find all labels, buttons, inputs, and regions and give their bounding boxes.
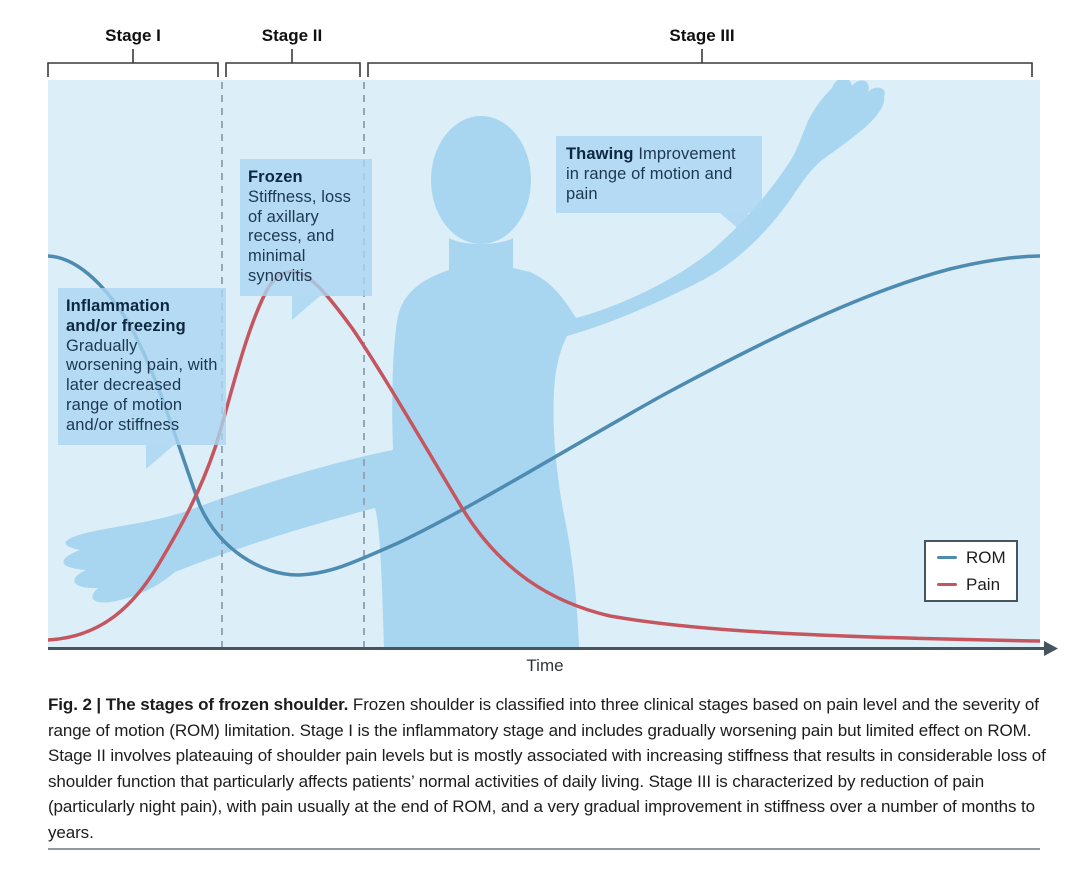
stage-3-label: Stage III bbox=[669, 26, 735, 45]
time-axis-arrow-icon bbox=[1044, 641, 1058, 656]
caption-fig-label: Fig. 2 | bbox=[48, 695, 106, 714]
time-axis-label: Time bbox=[526, 656, 564, 675]
legend-item-pain: Pain bbox=[937, 575, 1016, 595]
callout-tail-icon bbox=[720, 213, 748, 238]
caption-body: Frozen shoulder is classified into three… bbox=[48, 695, 1046, 842]
bottom-divider bbox=[48, 848, 1040, 850]
person-silhouette bbox=[63, 80, 885, 648]
pain-line-swatch-icon bbox=[937, 583, 957, 586]
callout-tail-icon bbox=[292, 295, 320, 320]
caption-title: The stages of frozen shoulder. bbox=[105, 695, 349, 714]
stage-1-label: Stage I bbox=[105, 26, 161, 45]
callout-tail-icon bbox=[146, 444, 174, 469]
callout-title: Inflammation and/or freezing bbox=[66, 297, 186, 335]
figure-caption: Fig. 2 | The stages of frozen shoulder. … bbox=[48, 692, 1052, 845]
callout-title: Frozen bbox=[248, 168, 303, 186]
stage-brackets bbox=[47, 49, 1033, 77]
callout-title: Thawing bbox=[566, 145, 634, 163]
callout-body: Improvement in range of motion and pain bbox=[566, 145, 736, 203]
legend-label: ROM bbox=[966, 547, 1006, 567]
frozen-callout: Frozen Stiffness, loss of axillary reces… bbox=[240, 159, 372, 320]
legend: ROM Pain bbox=[924, 540, 1018, 602]
stage-2-label: Stage II bbox=[261, 26, 323, 45]
callout-body: Gradually worsening pain, with later dec… bbox=[66, 336, 218, 434]
rom-line-swatch-icon bbox=[937, 556, 957, 559]
thawing-callout: Thawing Improvement in range of motion a… bbox=[556, 136, 762, 238]
callout-body: Stiffness, loss of axillary recess, and … bbox=[248, 187, 351, 285]
inflammation-freezing-callout: Inflammation and/or freezing Gradually w… bbox=[58, 288, 226, 469]
legend-label: Pain bbox=[966, 574, 1001, 594]
legend-item-rom: ROM bbox=[937, 548, 1016, 568]
